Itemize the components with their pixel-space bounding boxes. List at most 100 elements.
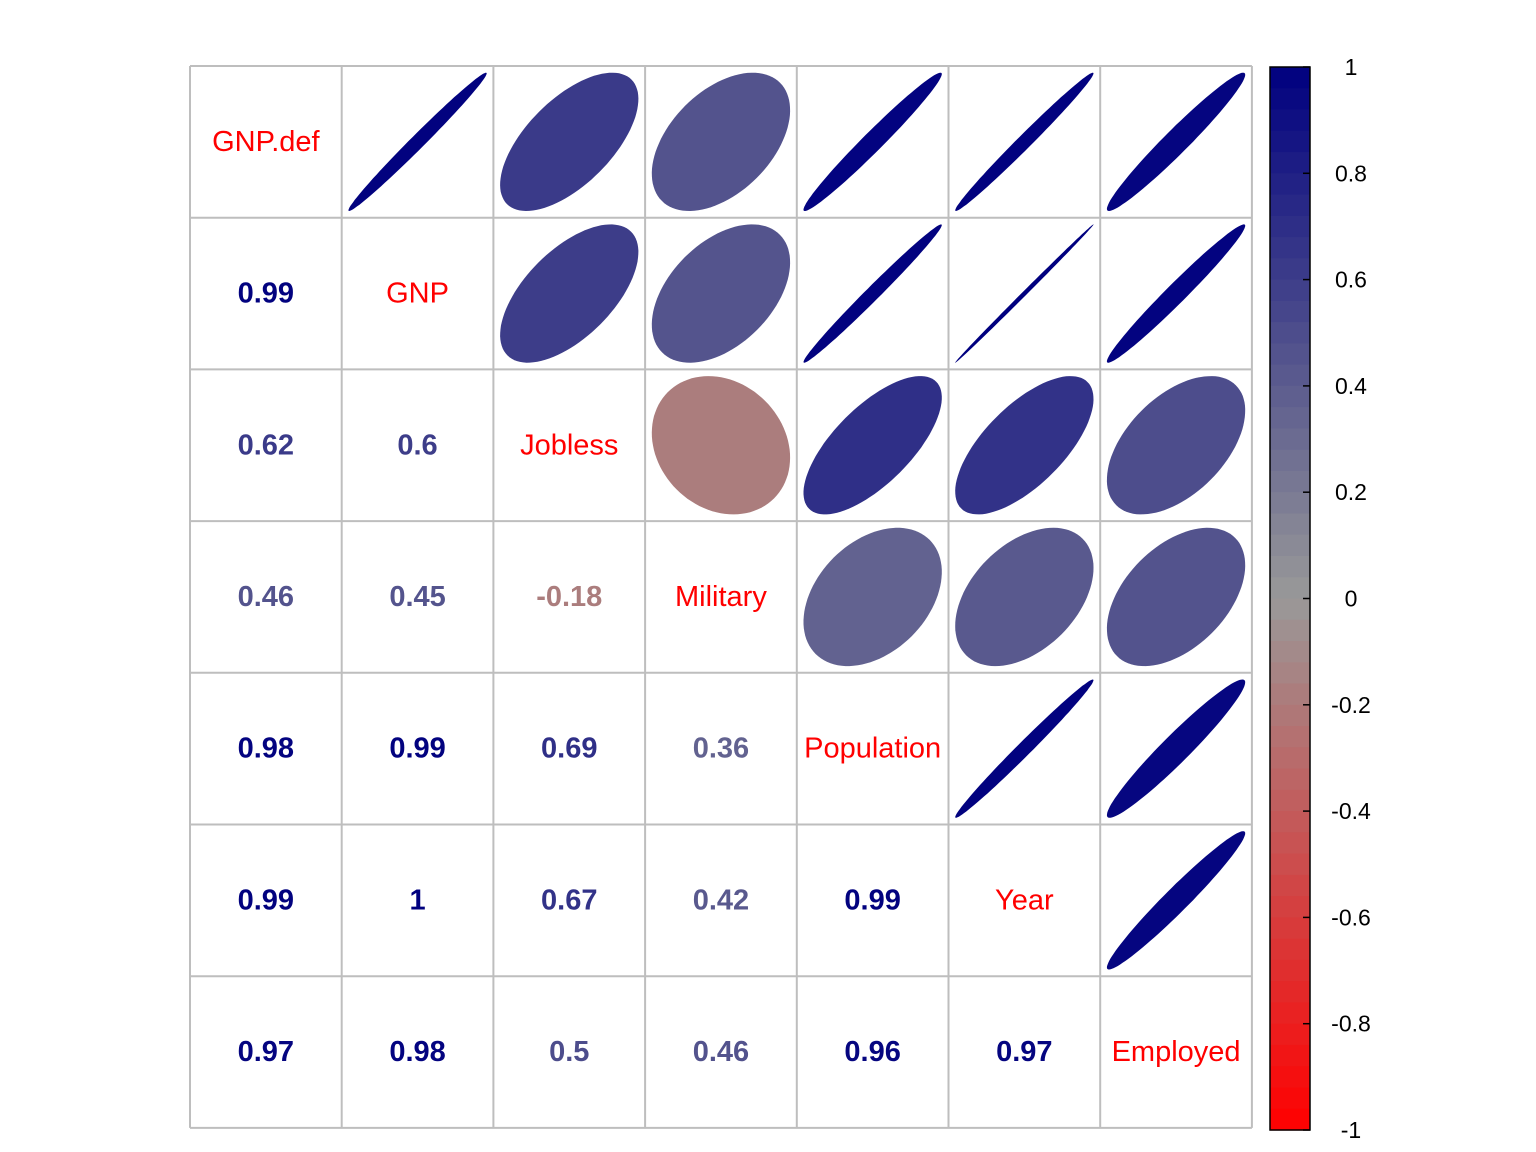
ellipse-population-employed <box>1106 679 1246 818</box>
coef-label-employed-military: 0.46 <box>693 1036 749 1068</box>
colorbar-segment <box>1270 1044 1310 1067</box>
colorbar-segment <box>1270 619 1310 642</box>
ellipse-gnp-employed <box>1106 224 1246 363</box>
coef-label-jobless-gnp: 0.6 <box>397 429 437 461</box>
coef-label-military-jobless: -0.18 <box>536 581 602 613</box>
diagonal-label-employed: Employed <box>1112 1036 1241 1068</box>
coef-label-military-gnp-def: 0.46 <box>238 581 294 613</box>
colorbar-segment <box>1270 470 1310 493</box>
colorbar-segment <box>1270 258 1310 281</box>
ellipse-military-population <box>803 527 942 667</box>
colorbar-segment <box>1270 343 1310 366</box>
colorbar-segment <box>1270 641 1310 663</box>
ellipse-gnp-def-population <box>803 72 942 211</box>
ellipse-year-employed <box>1106 831 1246 970</box>
coef-label-military-gnp: 0.45 <box>389 581 445 613</box>
colorbar-segment <box>1270 364 1310 387</box>
colorbar-segment <box>1270 832 1310 855</box>
coef-label-jobless-gnp-def: 0.62 <box>238 429 294 461</box>
coef-label-population-jobless: 0.69 <box>541 733 597 765</box>
colorbar-segment <box>1270 385 1310 408</box>
colorbar-segment <box>1270 1066 1310 1089</box>
colorbar-segment <box>1270 152 1310 174</box>
ellipse-gnp-military <box>651 224 791 363</box>
diagonal-label-population: Population <box>804 733 941 765</box>
colorbar-segment <box>1270 598 1310 621</box>
colorbar: 1 0.8 0.6 0.4 0.2 0 -0.2 -0.4 -0.6 -0.8 -1 <box>1269 54 1371 1143</box>
colorbar-tick-label: 0 <box>1345 586 1358 612</box>
coef-label-year-jobless: 0.67 <box>541 884 597 916</box>
coef-label-employed-year: 0.97 <box>996 1036 1052 1068</box>
diagonal-label-jobless: Jobless <box>520 429 618 461</box>
colorbar-segment <box>1270 215 1310 238</box>
ellipse-gnp-def-military <box>651 72 791 211</box>
colorbar-tick-label: 0.8 <box>1335 160 1367 186</box>
colorbar-segment <box>1270 662 1310 685</box>
colorbar-segment <box>1270 704 1310 727</box>
colorbar-segment <box>1270 130 1310 153</box>
colorbar-segment <box>1270 492 1310 515</box>
colorbar-tick-label: -0.6 <box>1331 904 1371 930</box>
coef-label-employed-jobless: 0.5 <box>549 1036 589 1068</box>
ellipse-jobless-employed <box>1106 376 1246 515</box>
coef-label-employed-gnp-def: 0.97 <box>238 1036 294 1068</box>
colorbar-tick-label: 0.4 <box>1335 373 1367 399</box>
ellipse-military-employed <box>1106 527 1246 667</box>
ellipse-gnp-def-year <box>955 72 1094 211</box>
diagonal-label-gnp: GNP <box>386 278 449 310</box>
coef-label-year-population: 0.99 <box>844 884 900 916</box>
colorbar-tick-label: -1 <box>1341 1117 1361 1143</box>
coef-label-year-military: 0.42 <box>693 884 749 916</box>
colorbar-segment <box>1270 173 1310 196</box>
ellipse-military-year <box>955 527 1094 667</box>
colorbar-segment <box>1270 938 1310 961</box>
ellipse-gnp-def-gnp <box>348 72 487 211</box>
grid-layer <box>189 65 1253 1129</box>
ellipse-gnp-jobless <box>500 224 639 363</box>
colorbar-segment <box>1270 874 1310 897</box>
colorbar-segment <box>1270 428 1310 451</box>
ellipse-jobless-population <box>803 376 942 515</box>
ellipse-gnp-def-employed <box>1106 72 1246 211</box>
cells-layer: GNP.def 0.99 GNP 0.62 0.6 Jobless 0.46 0.45 -0.1… <box>212 72 1246 1068</box>
colorbar-segment <box>1270 959 1310 982</box>
colorbar-segment <box>1270 789 1310 812</box>
colorbar-segment <box>1270 237 1310 259</box>
coef-label-year-gnp-def: 0.99 <box>238 884 294 916</box>
colorbar-segment <box>1270 577 1310 600</box>
colorbar-tick-label: -0.2 <box>1331 692 1371 718</box>
colorbar-segment <box>1270 194 1310 217</box>
ellipse-gnp-population <box>803 224 942 363</box>
colorbar-segment <box>1270 768 1310 791</box>
coef-label-employed-population: 0.96 <box>844 1036 900 1068</box>
ellipse-jobless-military <box>651 376 791 515</box>
colorbar-segment <box>1270 981 1310 1004</box>
coef-label-gnp-gnp-def: 0.99 <box>238 278 294 310</box>
colorbar-tick-label: 1 <box>1345 54 1358 80</box>
diagonal-label-year: Year <box>995 884 1054 916</box>
colorbar-tick-label: -0.8 <box>1331 1011 1371 1037</box>
colorbar-segment <box>1270 322 1310 344</box>
ellipse-jobless-year <box>955 376 1094 515</box>
colorbar-tick-label: 0.6 <box>1335 267 1367 293</box>
colorbar-segment <box>1270 513 1310 536</box>
colorbar-segment <box>1270 555 1310 578</box>
colorbar-segment <box>1270 88 1310 111</box>
diagonal-label-military: Military <box>675 581 767 613</box>
colorbar-segment <box>1270 1002 1310 1025</box>
coef-label-year-gnp: 1 <box>409 884 425 916</box>
colorbar-segment <box>1270 407 1310 430</box>
colorbar-segment <box>1270 811 1310 833</box>
colorbar-segment <box>1270 1108 1310 1131</box>
diagonal-label-gnp-def: GNP.def <box>212 126 320 158</box>
ellipse-population-year <box>955 679 1094 818</box>
colorbar-segment <box>1270 67 1310 89</box>
colorbar-segment <box>1270 534 1310 557</box>
colorbar-segment <box>1270 917 1310 940</box>
ellipse-gnp-def-jobless <box>500 72 639 211</box>
colorbar-segment <box>1270 279 1310 302</box>
colorbar-tick-label: -0.4 <box>1331 798 1371 824</box>
colorbar-segment <box>1270 726 1310 748</box>
colorbar-segment <box>1270 853 1310 876</box>
coef-label-employed-gnp: 0.98 <box>389 1036 445 1068</box>
